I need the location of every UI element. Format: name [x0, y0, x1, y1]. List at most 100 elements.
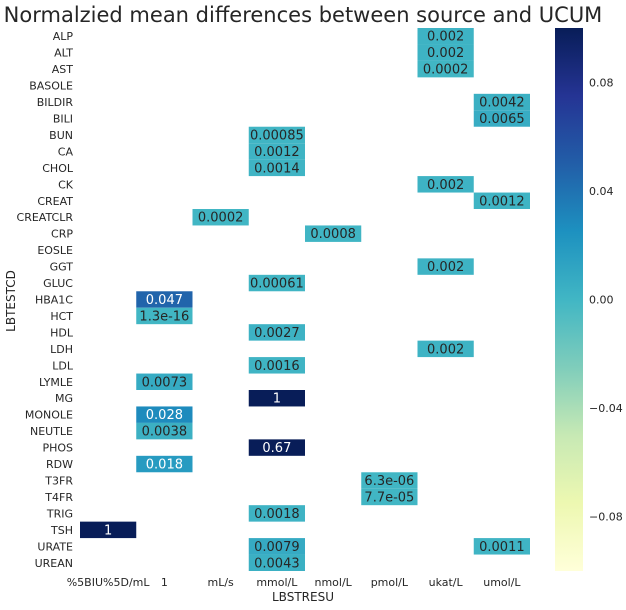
cell-value-label: 0.0027	[254, 326, 300, 341]
cell-value-label: 0.00061	[250, 277, 304, 292]
cell-value-label: 0.0011	[479, 540, 525, 555]
heatmap-cell	[361, 472, 418, 489]
heatmap-cell	[248, 126, 305, 144]
y-tick-label: URATE	[37, 540, 73, 553]
heatmap-cell	[417, 28, 474, 45]
heatmap-cells: 0.0020.0020.00020.00420.00650.000850.001…	[80, 28, 530, 571]
y-tick-label: LYMLE	[39, 376, 73, 389]
cell-value-label: 1	[104, 523, 112, 538]
heatmap-cell	[417, 340, 474, 358]
cell-value-label: 0.0018	[254, 507, 300, 522]
y-tick-label: CA	[58, 145, 74, 158]
y-tick-label: BUN	[49, 129, 73, 142]
y-tick-label: BILI	[53, 113, 73, 126]
y-tick-label: GLUC	[43, 277, 73, 290]
heatmap-cell	[361, 488, 418, 506]
cell-value-label: 0.0065	[479, 112, 525, 127]
colorbar-tick-label: 0.00	[589, 294, 614, 307]
y-tick-label: TSH	[50, 524, 73, 537]
y-tick-label: HBA1C	[35, 294, 73, 307]
x-axis-label: LBSTRESU	[272, 590, 334, 604]
colorbar-tick-label: 0.08	[589, 76, 614, 89]
colorbar	[555, 28, 583, 571]
heatmap-cell	[473, 538, 530, 555]
heatmap-cell	[136, 455, 193, 473]
x-tick-label: umol/L	[483, 576, 521, 589]
cell-value-label: 1.3e-16	[139, 309, 189, 324]
x-tick-labels: %5BIU%5D/mL 1 mL/s mmol/L nmol/L pmol/L ukat/L…	[67, 576, 522, 589]
heatmap-cell	[136, 307, 193, 325]
y-tick-label: CK	[58, 178, 74, 191]
colorbar-tick-label: −0.04	[589, 402, 623, 415]
cell-value-label: 0.0079	[254, 540, 300, 555]
cell-value-label: 0.0002	[423, 63, 469, 78]
x-tick-label: pmol/L	[371, 576, 409, 589]
x-tick-label: mmol/L	[256, 576, 298, 589]
cell-value-label: 0.002	[427, 30, 464, 45]
y-axis-label: LBTESTCD	[4, 270, 18, 332]
heatmap-cell	[192, 209, 249, 226]
cell-value-label: 0.0012	[479, 194, 525, 209]
heatmap-cell	[248, 357, 305, 374]
y-tick-label: CREATCLR	[17, 211, 74, 224]
heatmap-cell	[417, 44, 474, 61]
x-tick-label: 1	[161, 576, 168, 589]
cell-value-label: 0.002	[427, 178, 464, 193]
heatmap-cell	[136, 373, 193, 390]
y-tick-label: MG	[55, 392, 73, 405]
y-tick-label: T3FR	[44, 475, 73, 488]
y-tick-label: BASOLE	[29, 80, 73, 93]
colorbar-tick-label: 0.04	[589, 185, 614, 198]
cell-value-label: 0.0008	[310, 227, 356, 242]
heatmap-cell	[136, 291, 193, 308]
y-tick-label: CREAT	[37, 195, 73, 208]
cell-value-label: 0.0073	[142, 375, 188, 390]
cell-value-label: 0.002	[427, 342, 464, 357]
y-tick-label: RDW	[46, 458, 73, 471]
heatmap-cell	[417, 60, 474, 78]
y-tick-label: MONOLE	[25, 409, 73, 422]
x-tick-label: %5BIU%5D/mL	[67, 576, 151, 589]
cell-value-label: 1	[273, 392, 281, 407]
cell-value-label: 0.0043	[254, 556, 300, 571]
x-tick-label: ukat/L	[429, 576, 464, 589]
y-tick-label: CHOL	[42, 162, 74, 175]
y-tick-label: EOSLE	[37, 244, 73, 257]
y-tick-label: CRP	[51, 228, 73, 241]
y-tick-label: T4FR	[44, 491, 73, 504]
heatmap-cell	[248, 274, 305, 292]
chart-title: Normalzied mean differences between sour…	[4, 3, 603, 27]
x-tick-label: nmol/L	[314, 576, 352, 589]
heatmap-cell	[473, 192, 530, 209]
cell-value-label: 0.67	[262, 441, 291, 456]
y-tick-label: TRIG	[46, 507, 73, 520]
cell-value-label: 0.018	[146, 458, 183, 473]
y-tick-labels: ALP ALT AST BASOLE BILDIR BILI BUN CA CHOL CK CREA…	[17, 30, 74, 570]
y-tick-label: PHOS	[42, 442, 73, 455]
heatmap-cell	[248, 439, 305, 456]
heatmap-cell	[305, 225, 362, 242]
heatmap-cell	[473, 110, 530, 127]
cell-value-label: 0.002	[427, 46, 464, 61]
cell-value-label: 0.047	[146, 293, 183, 308]
y-tick-label: ALT	[54, 47, 73, 60]
colorbar-ticks: 0.08 0.04 0.00 −0.04 −0.08	[589, 76, 623, 523]
heatmap-cell	[248, 505, 305, 522]
heatmap-cell	[473, 93, 530, 111]
cell-value-label: 0.0038	[142, 425, 188, 440]
heatmap-cell	[417, 176, 474, 193]
heatmap-cell	[136, 406, 193, 423]
y-tick-label: NEUTLE	[30, 425, 73, 438]
heatmap-cell	[248, 554, 305, 571]
y-tick-label: GGT	[50, 261, 74, 274]
cell-value-label: 0.0002	[198, 211, 244, 226]
heatmap-cell	[248, 324, 305, 341]
cell-value-label: 0.028	[146, 408, 183, 423]
y-tick-label: HDL	[50, 326, 74, 339]
y-tick-label: ALP	[53, 30, 74, 43]
heatmap-cell	[136, 422, 193, 440]
y-tick-label: BILDIR	[37, 96, 74, 109]
cell-value-label: 0.002	[427, 260, 464, 275]
y-tick-label: AST	[52, 63, 74, 76]
